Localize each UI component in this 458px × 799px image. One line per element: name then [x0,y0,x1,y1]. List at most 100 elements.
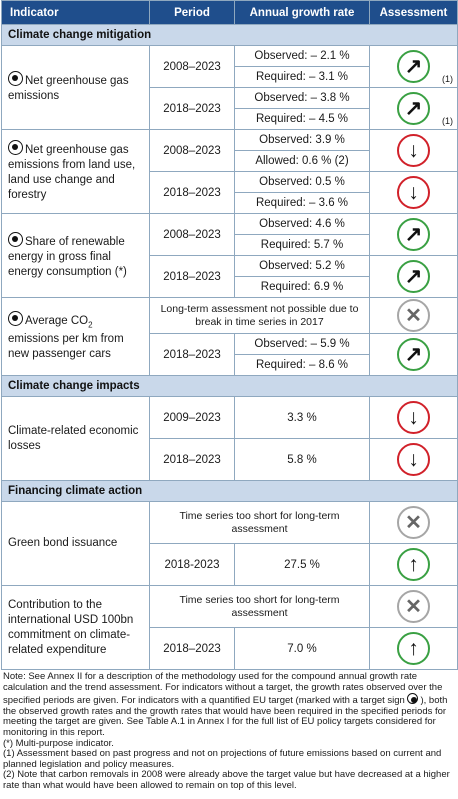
period-cell: 2018–2023 [149,255,235,298]
table-row: 2018–2023 Observed: 5.2 % ↗ [2,255,458,298]
section-financing: Financing climate action [1,480,458,502]
header-assessment: Assessment [369,0,458,25]
header-period: Period [149,0,235,25]
table-row: Climate-related economic losses 2009–202… [1,396,458,481]
section-row: Financing climate action [1,480,458,502]
table-row: Net greenhouse gas emissions from land u… [1,129,458,214]
table-row: 2018–2023 Observed: 0.5 % ↓ [2,171,458,214]
header-indicator: Indicator [1,0,150,25]
required-value: Required: – 4.5 % [234,108,370,130]
section-impacts: Climate change impacts [1,375,458,397]
table-header-row: Indicator Period Annual growth rate Asse… [1,0,458,25]
table-row: Net greenhouse gas emissions 2008–2023 O… [1,45,458,130]
required-value: Required: – 3.1 % [234,66,370,88]
arrow-down-icon: ↓ [397,443,430,476]
arrow-down-icon: ↓ [397,176,430,209]
note-multipurpose: (*) Multi-purpose indicator. [3,737,114,749]
longterm-note: Time series too short for long-term asse… [149,585,370,628]
indicator-losses: Climate-related economic losses [1,396,150,481]
assessment-cell: ↗ [369,333,458,376]
target-icon [407,693,419,705]
table-row: Contribution to the international USD 10… [1,585,458,670]
footnote-ref: (1) [442,74,453,84]
required-value: Required: – 3.6 % [234,192,370,214]
indicator-lulucf: Net greenhouse gas emissions from land u… [1,129,150,214]
growth-value: 3.3 % [234,396,370,439]
table-row: 2018-2023 27.5 % ↑ [2,543,458,586]
period-cell: 2018–2023 [149,87,235,130]
assessment-cell: ↗ [369,213,458,256]
footnote-ref: (1) [442,116,453,126]
assessment-cell: ↑ [369,627,458,670]
assessment-cell: ✕ [369,585,458,628]
indicator-renewable: Share of renewable energy in gross final… [1,213,150,298]
observed-value: Observed: 4.6 % [234,213,370,235]
indicator-ghg: Net greenhouse gas emissions [1,45,150,130]
observed-value: Observed: – 2.1 % [234,45,370,67]
observed-value: Observed: – 3.8 % [234,87,370,109]
required-value: Required: – 8.6 % [234,354,370,376]
note-methodology: Note: See Annex II for a description of … [3,671,448,738]
cross-icon: ✕ [397,590,430,623]
note-1: (1) Assessment based on past progress an… [3,748,442,770]
period-cell: 2018–2023 [149,627,235,670]
period-cell: 2008–2023 [149,45,235,88]
required-value: Required: 5.7 % [234,234,370,256]
table-row: Allowed: 0.6 % (2) [2,150,458,172]
section-mitigation: Climate change mitigation [1,24,458,46]
required-value: Required: 6.9 % [234,276,370,298]
growth-value: 5.8 % [234,438,370,481]
indicator-green-bonds: Green bond issuance [1,501,150,586]
table-row: 2018–2023 5.8 % ↓ [2,438,458,481]
observed-value: Observed: 3.9 % [234,129,370,151]
target-icon [8,310,23,326]
assessment-cell: ↗ (1) [369,87,458,130]
assessment-cell: ↓ [369,438,458,481]
arrow-up-right-icon: ↗ [397,92,430,125]
period-cell: 2018–2023 [149,171,235,214]
table-row: Required: – 3.6 % [2,192,458,214]
table-row: Average CO2 emissions per km from new pa… [1,297,458,376]
arrow-down-icon: ↓ [397,134,430,167]
period-cell: 2008–2023 [149,129,235,172]
arrow-down-icon: ↓ [397,401,430,434]
assessment-cell: ✕ [369,297,458,334]
observed-value: Observed: 0.5 % [234,171,370,193]
table-row: Required: 5.7 % [2,234,458,256]
period-cell: 2018-2023 [149,543,235,586]
assessment-cell: ↓ [369,171,458,214]
observed-value: Observed: 5.2 % [234,255,370,277]
cross-icon: ✕ [397,506,430,539]
period-cell: 2008–2023 [149,213,235,256]
period-cell: 2009–2023 [149,396,235,439]
assessment-cell: ↓ [369,129,458,172]
table-row: Green bond issuance Time series too shor… [1,501,458,586]
indicator-usd-commitment: Contribution to the international USD 10… [1,585,150,670]
target-icon [8,71,23,86]
table-notes: Note: See Annex II for a description of … [0,670,458,794]
table-row: Share of renewable energy in gross final… [1,213,458,298]
assessment-cell: ↑ [369,543,458,586]
table-row: Required: – 4.5 % [2,108,458,130]
header-growth-rate: Annual growth rate [234,0,370,25]
arrow-up-right-icon: ↗ [397,50,430,83]
table-row: Required: – 8.6 % [2,354,458,376]
growth-value: 7.0 % [234,627,370,670]
indicator-table: Indicator Period Annual growth rate Asse… [1,0,458,670]
section-row: Climate change mitigation [1,24,458,46]
table-row: 2018–2023 7.0 % ↑ [2,627,458,670]
cross-icon: ✕ [397,299,430,332]
note-2: (2) Note that carbon removals in 2008 we… [3,769,450,791]
period-cell: 2018–2023 [149,438,235,481]
arrow-up-right-icon: ↗ [397,338,430,371]
longterm-note: Time series too short for long-term asse… [149,501,370,544]
period-cell: 2018–2023 [149,333,235,376]
assessment-cell: ↗ (1) [369,45,458,88]
longterm-note: Long-term assessment not possible due to… [149,297,370,334]
assessment-cell: ✕ [369,501,458,544]
arrow-up-right-icon: ↗ [397,218,430,251]
table-row: 2018–2023 Observed: – 5.9 % ↗ [2,333,458,376]
assessment-cell: ↗ [369,255,458,298]
arrow-up-icon: ↑ [397,632,430,665]
arrow-up-right-icon: ↗ [397,260,430,293]
